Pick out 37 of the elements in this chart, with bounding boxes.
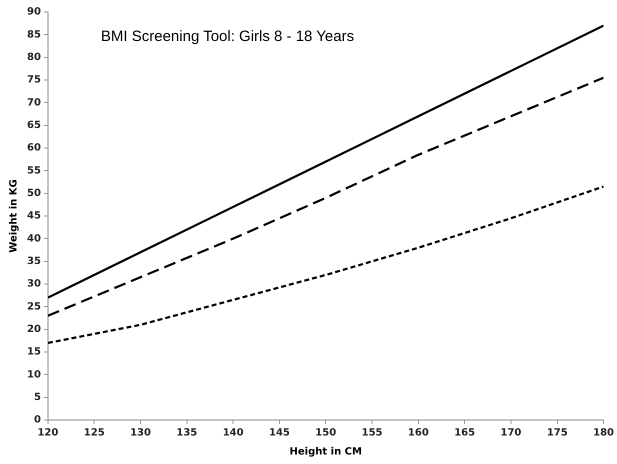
x-tick-label: 180 (593, 428, 614, 439)
x-tick-label: 130 (130, 428, 151, 439)
y-tick-label: 10 (26, 369, 41, 380)
y-tick-label: 55 (26, 165, 41, 176)
x-tick-label: 160 (408, 428, 429, 439)
y-tick-label: 90 (26, 6, 41, 18)
y-tick-label: 35 (26, 256, 41, 267)
x-tick-label: 125 (84, 428, 105, 439)
y-tick-label: 25 (26, 301, 41, 312)
y-tick-label: 45 (26, 210, 41, 222)
y-tick-label: 80 (26, 52, 41, 63)
y-tick-label: 50 (26, 188, 41, 199)
y-tick-label: 15 (26, 346, 41, 358)
x-tick-label: 135 (176, 428, 198, 439)
x-tick-label: 140 (222, 428, 244, 439)
y-tick-label: 85 (26, 29, 41, 40)
x-axis-title: Height in CM (290, 446, 362, 458)
y-tick-label: 5 (34, 392, 41, 403)
y-tick-label: 60 (26, 142, 41, 154)
x-tick-label: 145 (269, 428, 290, 439)
y-tick-label: 30 (26, 278, 41, 290)
line-series (48, 76, 604, 317)
y-tick-label: 40 (26, 233, 41, 244)
y-axis-title: Weight in KG (8, 179, 20, 253)
x-tick-label: 120 (37, 428, 58, 439)
x-tick-label: 170 (500, 428, 522, 439)
y-tick-label: 20 (26, 324, 41, 335)
y-tick-label: 0 (34, 414, 41, 426)
x-tick-label: 150 (315, 428, 336, 439)
y-tick-label: 65 (26, 120, 41, 131)
text: BMI Screening Tool: Girls 8 - 18 Years (100, 28, 354, 46)
line-series (48, 185, 604, 344)
y-tick-label: 70 (26, 97, 41, 108)
y-tick-label: 75 (26, 74, 41, 86)
x-tick-label: 175 (546, 428, 568, 439)
x-tick-label: 165 (454, 428, 476, 439)
x-tick-label: 155 (362, 428, 383, 439)
